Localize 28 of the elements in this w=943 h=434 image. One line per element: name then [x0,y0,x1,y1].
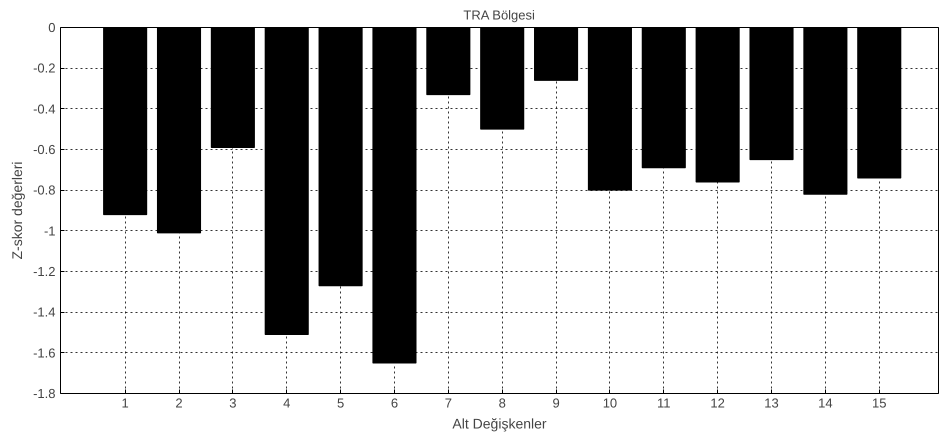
chart-title: TRA Bölgesi [463,8,536,22]
y-tick-label: -0.8 [33,182,56,198]
x-tick-label: 10 [602,396,618,410]
x-tick-label: 6 [390,396,398,410]
x-tick-label: 3 [229,396,236,410]
y-tick-label: -1.8 [33,386,56,401]
y-tick-label: -0.4 [33,101,56,116]
x-tick-label: 15 [872,396,886,410]
x-tick-label: 5 [336,396,344,410]
x-tick-label: 11 [657,396,671,410]
x-tick-label: 8 [498,396,506,410]
x-tick-label: 2 [175,396,183,410]
x-axis-title: Alt Değişkenler [452,416,547,432]
y-tick-label: -1 [44,223,56,238]
x-tick-label: 14 [818,396,833,410]
x-tick-label: 13 [764,396,779,410]
y-tick-label: -1.4 [33,304,56,320]
x-tick-label: 1 [122,396,129,410]
y-tick-label: -1.6 [33,345,56,360]
x-tick-label: 7 [444,396,452,410]
x-tick-label: 9 [552,396,560,410]
x-tick-label: 4 [283,396,290,410]
x-tick-label: 12 [710,396,725,410]
y-tick-label: -1.2 [33,264,56,279]
y-tick-label: -0.6 [33,142,56,157]
y-axis-title: Z-skor değerleri [9,161,26,260]
y-tick-label: 0 [48,20,56,35]
y-tick-label: -0.2 [33,60,56,76]
